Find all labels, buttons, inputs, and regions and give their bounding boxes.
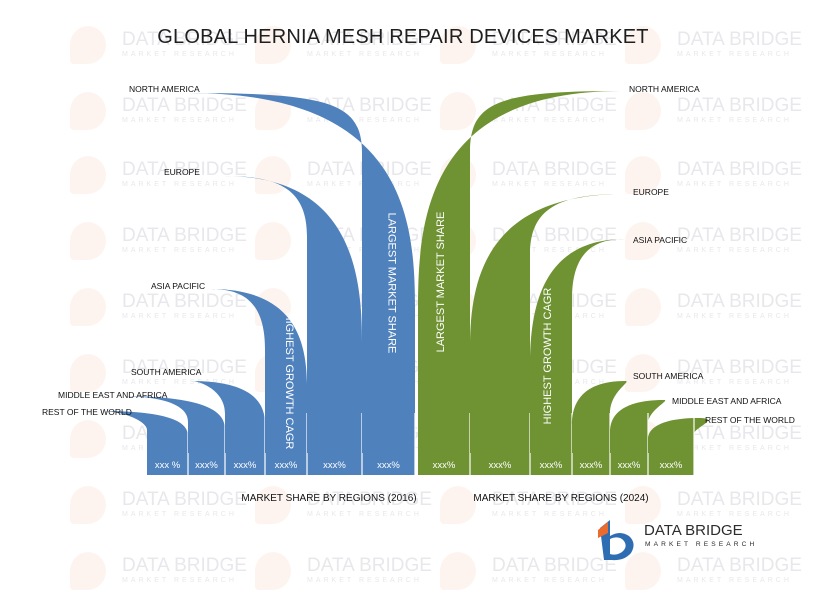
value-label-right-south-america: xxx% [580, 460, 603, 471]
bar-left-rest-of-the-world [102, 411, 188, 453]
bar-left-south-america [191, 381, 265, 453]
value-label-right-north-america: xxx% [433, 460, 456, 471]
bar-left-middle-east-and-africa [118, 396, 225, 453]
bar-left-asia-pacific [211, 289, 307, 453]
category-label-left-asia-pacific: ASIA PACIFIC [151, 281, 205, 291]
bar-right-rest-of-the-world [648, 418, 708, 453]
data-bridge-logo: DATA BRIDGE MARKET RESEARCH [598, 516, 754, 562]
bar-left-europe [224, 176, 362, 453]
category-label-left-north-america: NORTH AMERICA [129, 84, 200, 94]
logo-tagline: MARKET RESEARCH [645, 541, 758, 548]
value-cell-left-rest-of-the-world [150, 456, 185, 472]
bar-right-asia-pacific [530, 239, 625, 453]
value-cell-right-south-america [575, 456, 607, 472]
value-cell-right-asia-pacific [533, 456, 569, 472]
value-label-right-middle-east-and-africa: xxx% [618, 460, 641, 471]
value-label-right-europe: xxx% [489, 460, 512, 471]
value-label-left-middle-east-and-africa: xxx% [195, 460, 218, 471]
bar-right-north-america [418, 91, 621, 453]
bar-right-middle-east-and-africa [610, 400, 666, 453]
value-cell-right-rest-of-the-world [651, 456, 691, 472]
category-label-right-north-america: NORTH AMERICA [629, 84, 700, 94]
bar-right-south-america [572, 381, 627, 453]
value-label-left-rest-of-the-world: xxx % [155, 460, 181, 471]
annotation-right-largest-market-share: LARGEST MARKET SHARE [435, 212, 447, 353]
value-label-right-asia-pacific: xxx% [540, 460, 563, 471]
category-label-right-rest-of-the-world: REST OF THE WORLD [705, 415, 795, 425]
category-label-left-rest-of-the-world: REST OF THE WORLD [42, 407, 132, 417]
logo-name: DATA BRIDGE [644, 522, 743, 539]
value-cell-left-middle-east-and-africa [191, 456, 222, 472]
value-cell-right-middle-east-and-africa [613, 456, 645, 472]
bar-left-north-america [189, 93, 415, 453]
value-cell-left-south-america [228, 456, 262, 472]
value-cell-left-europe [310, 456, 359, 472]
category-label-right-middle-east-and-africa: MIDDLE EAST AND AFRICA [672, 396, 782, 406]
category-label-left-europe: EUROPE [164, 167, 200, 177]
annotation-right-highest-growth-cagr: HIGHEST GROWTH CAGR [542, 288, 554, 425]
annotation-left-highest-growth-cagr: HIGHEST GROWTH CAGR [283, 313, 295, 450]
value-label-left-europe: xxx% [323, 460, 346, 471]
value-cell-left-asia-pacific [268, 456, 304, 472]
axis-caption-left: MARKET SHARE BY REGIONS (2016) [241, 493, 416, 504]
logo-icon [598, 520, 634, 561]
chart-right: xxx% NORTH AMERICA xxx% EUROPE xxx% ASIA PACI… [418, 84, 795, 504]
category-label-left-middle-east-and-africa: MIDDLE EAST AND AFRICA [58, 390, 168, 400]
value-label-left-north-america: xxx% [377, 460, 400, 471]
bar-right-europe [470, 194, 625, 453]
category-label-right-europe: EUROPE [633, 187, 669, 197]
chart-title: GLOBAL HERNIA MESH REPAIR DEVICES MARKET [157, 26, 649, 48]
value-label-right-rest-of-the-world: xxx% [660, 460, 683, 471]
value-label-left-asia-pacific: xxx% [275, 460, 298, 471]
value-cell-right-europe [473, 456, 527, 472]
annotation-left-largest-market-share: LARGEST MARKET SHARE [386, 213, 398, 354]
category-label-left-south-america: SOUTH AMERICA [131, 367, 202, 377]
value-cell-left-north-america [365, 456, 412, 472]
axis-caption-right: MARKET SHARE BY REGIONS (2024) [473, 493, 648, 504]
value-label-left-south-america: xxx% [234, 460, 257, 471]
chart-left: xxx % REST OF THE WORLD xxx% MIDDLE EAST AN… [42, 84, 417, 504]
category-label-right-south-america: SOUTH AMERICA [633, 371, 704, 381]
category-label-right-asia-pacific: ASIA PACIFIC [633, 235, 687, 245]
value-cell-right-north-america [421, 456, 467, 472]
